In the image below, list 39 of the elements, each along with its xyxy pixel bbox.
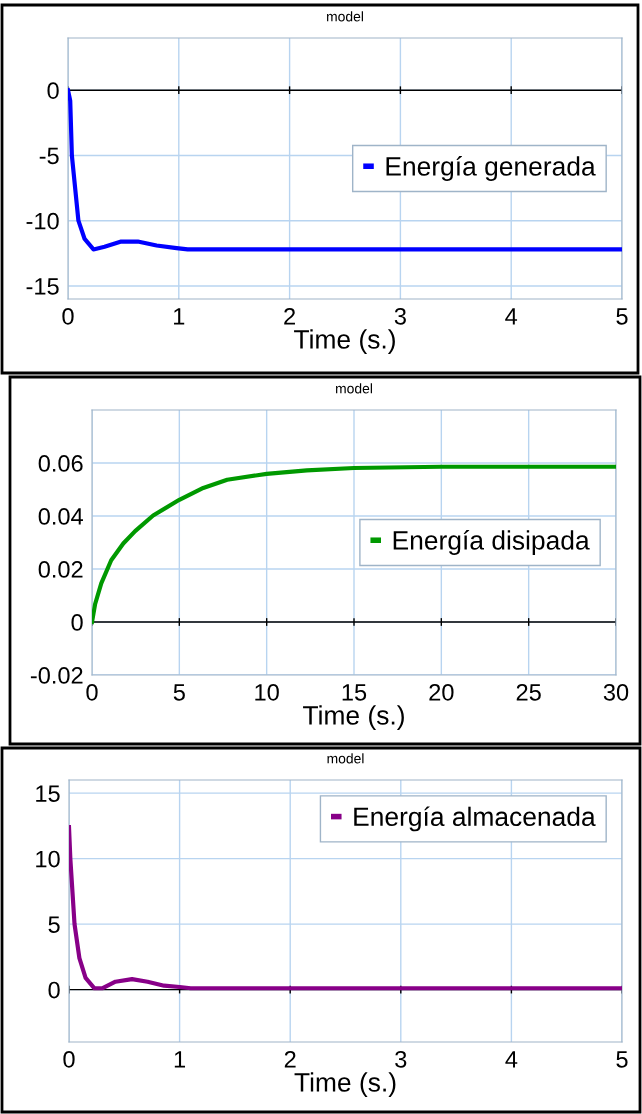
x-tick-label: 1 bbox=[174, 308, 185, 325]
y-tick-label: -15 bbox=[26, 278, 59, 295]
legend-label: Energía almacenada bbox=[354, 806, 596, 832]
x-tick-label: 5 bbox=[616, 1051, 628, 1068]
y-tick-label: 10 bbox=[36, 850, 60, 868]
y-tick-label: 0.04 bbox=[38, 508, 83, 525]
y-tick-label: 15 bbox=[36, 785, 60, 802]
x-tick-label: 4 bbox=[505, 1051, 518, 1068]
legend-label: Energía disipada bbox=[393, 530, 590, 555]
y-tick-label: -10 bbox=[26, 212, 59, 230]
y-tick-label: 0.06 bbox=[38, 455, 83, 472]
x-tick-label: 5 bbox=[616, 308, 628, 325]
x-tick-label: 15 bbox=[342, 684, 367, 701]
x-tick-label: 30 bbox=[603, 683, 629, 701]
chart-title: model bbox=[336, 383, 372, 394]
x-tick-label: 4 bbox=[505, 308, 518, 325]
y-tick-label: 5 bbox=[48, 916, 60, 933]
chart-title: model bbox=[327, 11, 363, 22]
y-tick-label: 0 bbox=[48, 981, 60, 999]
y-tick-label: 0 bbox=[71, 614, 83, 631]
x-tick-label: 10 bbox=[255, 683, 279, 701]
y-tick-label: 0.02 bbox=[38, 561, 83, 578]
legend-label: Energía generada bbox=[386, 156, 596, 181]
x-tick-label: 1 bbox=[174, 1051, 186, 1068]
x-tick-label: 5 bbox=[173, 684, 185, 701]
x-tick-label: 3 bbox=[394, 307, 406, 325]
y-tick-label: 0 bbox=[47, 82, 59, 99]
x-tick-label: 20 bbox=[429, 683, 454, 701]
x-tick-label: 0 bbox=[86, 683, 98, 701]
x-tick-label: 3 bbox=[395, 1050, 407, 1068]
x-axis-title: Time (s.) bbox=[294, 1072, 396, 1097]
x-axis-title: Time (s.) bbox=[294, 329, 395, 354]
x-tick-label: 2 bbox=[284, 307, 295, 325]
y-tick-label: -0.02 bbox=[30, 667, 83, 684]
x-tick-label: 2 bbox=[284, 1050, 296, 1068]
x-tick-label: 25 bbox=[516, 683, 541, 701]
x-axis-title: Time (s.) bbox=[303, 705, 404, 730]
chart-title: model bbox=[327, 753, 364, 764]
y-tick-label: -5 bbox=[39, 147, 59, 165]
